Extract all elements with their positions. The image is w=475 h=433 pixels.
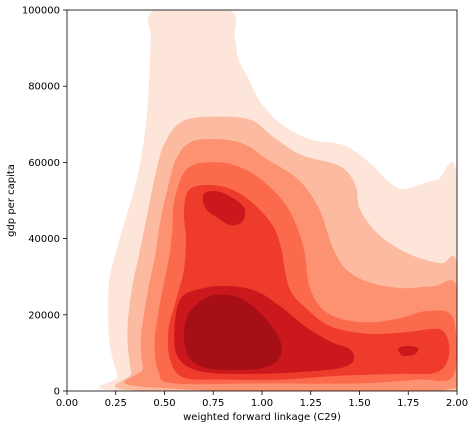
x-tick-label: 1.25 bbox=[300, 398, 322, 409]
y-axis-label: gdp per capita bbox=[6, 164, 17, 237]
x-axis-label: weighted forward linkage (C29) bbox=[183, 412, 341, 423]
x-tick-label: 0.00 bbox=[56, 398, 78, 409]
x-tick-label: 1.50 bbox=[348, 398, 370, 409]
y-axis: 0 20000 40000 60000 80000 100000 bbox=[22, 6, 67, 398]
contour-level-8 bbox=[398, 346, 419, 357]
y-tick-label: 40000 bbox=[28, 234, 60, 245]
x-tick-label: 1.75 bbox=[397, 398, 419, 409]
y-tick-label: 0 bbox=[54, 387, 60, 398]
x-tick-label: 0.50 bbox=[153, 398, 175, 409]
y-tick-label: 20000 bbox=[28, 310, 60, 321]
x-tick-label: 2.00 bbox=[446, 398, 468, 409]
contour-level-7 bbox=[202, 190, 246, 226]
x-tick-label: 0.25 bbox=[105, 398, 127, 409]
x-tick-label: 0.75 bbox=[202, 398, 224, 409]
y-tick-label: 100000 bbox=[22, 6, 60, 17]
x-axis: 0.00 0.25 0.50 0.75 1.00 1.25 1.50 1.75 2.00 bbox=[56, 391, 468, 409]
x-tick-label: 1.00 bbox=[251, 398, 273, 409]
contour-layers bbox=[98, 10, 457, 391]
y-tick-label: 60000 bbox=[28, 158, 60, 169]
y-tick-label: 80000 bbox=[28, 82, 60, 93]
contour-level-9 bbox=[183, 294, 282, 371]
